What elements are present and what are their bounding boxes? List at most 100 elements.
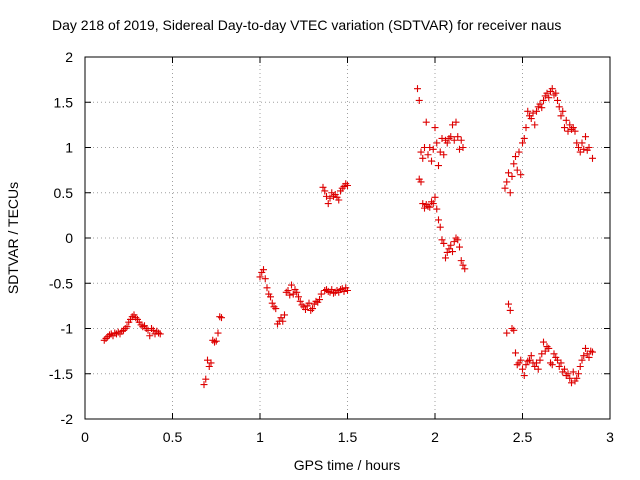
data-point <box>452 234 460 242</box>
data-point <box>419 200 427 208</box>
data-point <box>268 299 276 307</box>
data-point <box>561 365 568 373</box>
data-point <box>510 160 518 168</box>
data-point <box>540 96 547 104</box>
x-tick-label: 1 <box>256 429 264 445</box>
data-point <box>307 306 315 314</box>
data-point <box>524 357 532 365</box>
data-point <box>270 303 278 311</box>
x-tick-label: 3 <box>606 429 614 445</box>
data-point <box>571 127 579 135</box>
x-tick-label: 1.5 <box>338 429 358 445</box>
data-point <box>582 133 589 141</box>
data-point <box>561 124 568 132</box>
data-point <box>212 337 220 345</box>
data-point <box>505 300 512 308</box>
x-tick-label: 2 <box>431 429 439 445</box>
data-point <box>309 305 316 313</box>
data-point <box>457 136 465 144</box>
data-point <box>431 193 439 201</box>
data-point <box>288 281 295 289</box>
data-point <box>527 115 535 123</box>
data-point <box>321 286 329 294</box>
data-point <box>111 329 119 337</box>
data-point <box>149 326 157 334</box>
data-point <box>293 288 301 296</box>
data-point <box>569 368 577 376</box>
data-point <box>573 374 581 382</box>
data-point <box>456 145 463 153</box>
data-point <box>515 148 523 156</box>
data-point <box>531 121 539 129</box>
data-point <box>344 286 351 294</box>
data-point <box>218 314 225 322</box>
data-point <box>587 347 595 355</box>
data-point <box>344 182 351 190</box>
data-point <box>538 104 546 112</box>
data-point <box>106 331 113 339</box>
data-point <box>335 196 343 204</box>
data-point <box>317 290 325 298</box>
x-tick-label: 0 <box>81 429 89 445</box>
data-point <box>459 144 467 151</box>
data-point <box>426 144 434 151</box>
data-point <box>566 374 574 382</box>
data-point <box>510 326 518 334</box>
data-point <box>328 189 336 197</box>
y-tick-label: 1 <box>65 140 73 156</box>
data-point <box>216 313 224 321</box>
data-point <box>156 330 164 338</box>
data-point <box>340 287 348 295</box>
data-point <box>260 266 267 274</box>
data-point <box>435 162 442 170</box>
data-point <box>512 349 519 357</box>
data-point <box>419 154 427 162</box>
data-point <box>562 116 570 124</box>
chart-title: Day 218 of 2019, Sidereal Day-to-day VTE… <box>52 17 561 33</box>
data-point <box>459 261 467 269</box>
data-point <box>429 145 437 153</box>
data-point <box>513 166 521 174</box>
data-point <box>501 184 509 192</box>
data-point <box>302 305 309 313</box>
data-point <box>513 361 521 369</box>
data-point <box>578 139 586 147</box>
data-point <box>323 192 330 200</box>
data-point <box>211 338 218 346</box>
data-point <box>435 216 442 224</box>
data-point <box>578 356 586 364</box>
data-point <box>454 133 462 141</box>
data-point <box>438 236 446 244</box>
data-point <box>424 202 432 210</box>
data-point <box>589 348 596 356</box>
data-point <box>284 286 292 294</box>
data-point <box>305 299 313 307</box>
data-point <box>324 287 332 295</box>
y-tick-label: -1.5 <box>49 366 73 382</box>
data-point <box>524 107 532 115</box>
data-point <box>209 336 217 344</box>
data-point <box>461 265 469 273</box>
data-point <box>450 136 458 144</box>
data-point <box>200 381 208 389</box>
data-point <box>555 363 563 371</box>
data-point <box>324 200 332 208</box>
data-point <box>330 192 337 200</box>
data-point <box>155 329 162 337</box>
data-point <box>545 94 553 102</box>
data-point <box>456 243 463 251</box>
data-point <box>580 145 588 153</box>
data-point <box>272 305 280 313</box>
data-point <box>321 187 329 195</box>
data-point <box>440 239 448 247</box>
data-point <box>536 100 544 108</box>
data-point <box>424 151 432 159</box>
data-point <box>517 171 525 179</box>
data-point <box>452 118 460 126</box>
data-point <box>552 89 560 97</box>
data-point <box>100 336 108 344</box>
data-point <box>433 139 441 147</box>
data-point <box>517 356 525 364</box>
data-point <box>534 365 542 373</box>
y-tick-label: 0.5 <box>54 185 74 201</box>
